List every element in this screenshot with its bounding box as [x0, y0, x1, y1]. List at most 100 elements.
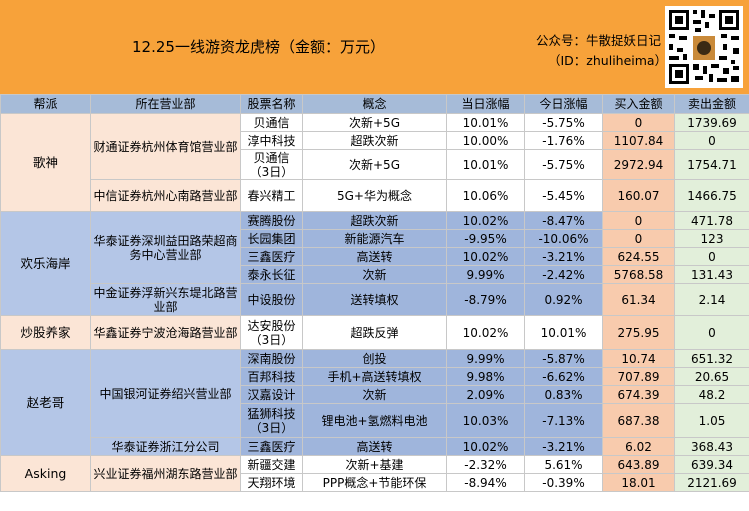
faction-cell: Asking — [0, 455, 91, 492]
day-change-cell: -9.95% — [446, 229, 525, 248]
table-header-row: 帮派 所在营业部 股票名称 概念 当日涨幅 今日涨幅 买入金额 卖出金额 — [0, 94, 749, 114]
sell-amount-cell: 1754.71 — [674, 149, 749, 180]
today-change-cell: -0.39% — [524, 473, 603, 492]
col-header-today-change: 今日涨幅 — [524, 94, 603, 114]
branch-cell: 中信证券杭州心南路营业部 — [90, 179, 241, 212]
header-banner: 12.25一线游资龙虎榜（金额：万元） 公众号：牛散捉妖日记 （ID：zhuli… — [0, 0, 749, 94]
table-row: 泰永长征 次新 9.99% -2.42% 5768.58 131.43 — [1, 265, 749, 284]
sell-amount-cell: 123 — [674, 229, 749, 248]
concept-cell: 超跌次新 — [302, 211, 447, 230]
concept-cell: 手机+高送转填权 — [302, 367, 447, 386]
day-change-cell: -8.94% — [446, 473, 525, 492]
table-row: 炒股养家 华鑫证券宁波沧海路营业部 达安股份 （3日） 超跌反弹 10.02% 10.01%… — [0, 315, 749, 350]
account-name: 公众号：牛散捉妖日记 — [536, 33, 662, 48]
stock-name-cell: 深南股份 — [240, 349, 303, 368]
sell-amount-cell: 471.78 — [674, 211, 749, 230]
concept-cell: 5G+华为概念 — [302, 179, 447, 212]
branch-cell: 财通证券杭州体育馆营业部 — [90, 113, 241, 180]
day-change-cell: 9.99% — [446, 265, 525, 284]
day-change-cell: 10.06% — [446, 179, 525, 212]
day-change-cell: 10.00% — [446, 131, 525, 150]
sell-amount-cell: 1.05 — [674, 403, 749, 438]
sell-amount-cell: 0 — [674, 131, 749, 150]
faction-cell: 欢乐海岸 — [0, 211, 91, 316]
today-change-cell: 0.83% — [524, 385, 603, 404]
col-header-sell: 卖出金额 — [674, 94, 749, 114]
sell-amount-cell: 20.65 — [674, 367, 749, 386]
stock-name-cell: 春兴精工 — [240, 179, 303, 212]
stock-name-cell: 贝通信 — [240, 113, 303, 132]
buy-amount-cell: 10.74 — [602, 349, 675, 368]
stock-name-cell: 淳中科技 — [240, 131, 303, 150]
stock-name-cell: 三鑫医疗 — [240, 437, 303, 456]
stock-name-cell: 长园集团 — [240, 229, 303, 248]
buy-amount-cell: 160.07 — [602, 179, 675, 212]
concept-cell: 次新 — [302, 265, 447, 284]
day-change-cell: 10.01% — [446, 113, 525, 132]
buy-amount-cell: 624.55 — [602, 247, 675, 266]
col-header-concept: 概念 — [302, 94, 447, 114]
buy-amount-cell: 687.38 — [602, 403, 675, 438]
table-row: 华泰证券浙江分公司 三鑫医疗 高送转 10.02% -3.21% 6.02 368.43 — [1, 437, 749, 456]
buy-amount-cell: 5768.58 — [602, 265, 675, 284]
buy-amount-cell: 643.89 — [602, 455, 675, 474]
qr-code-icon — [665, 6, 743, 88]
faction-cell: 赵老哥 — [0, 349, 91, 456]
day-change-cell: 10.01% — [446, 149, 525, 180]
buy-amount-cell: 61.34 — [602, 283, 675, 316]
concept-cell: 锂电池+氢燃料电池 — [302, 403, 447, 438]
today-change-cell: -7.13% — [524, 403, 603, 438]
buy-amount-cell: 674.39 — [602, 385, 675, 404]
table-row: 欢乐海岸 华泰证券深圳益田路荣超商务中心营业部 赛腾股份 超跌次新 10.02% -8.4… — [0, 211, 749, 316]
table-row: 中金证券浮新兴东堤北路营业部 中设股份 送转填权 -8.79% 0.92% 61.34 2.… — [1, 283, 749, 316]
today-change-cell: -10.06% — [524, 229, 603, 248]
branch-cell: 中金证券浮新兴东堤北路营业部 — [90, 283, 241, 316]
today-change-cell: 5.61% — [524, 455, 603, 474]
sell-amount-cell: 639.34 — [674, 455, 749, 474]
col-header-buy: 买入金额 — [602, 94, 675, 114]
concept-cell: 高送转 — [302, 437, 447, 456]
table-row: 长园集团 新能源汽车 -9.95% -10.06% 0 123 — [1, 229, 749, 248]
buy-amount-cell: 6.02 — [602, 437, 675, 456]
branch-cell: 华鑫证券宁波沧海路营业部 — [90, 315, 241, 350]
today-change-cell: -5.75% — [524, 149, 603, 180]
today-change-cell: -5.75% — [524, 113, 603, 132]
concept-cell: 次新+5G — [302, 113, 447, 132]
buy-amount-cell: 0 — [602, 211, 675, 230]
stock-name-cell: 新疆交建 — [240, 455, 303, 474]
stock-name-cell: 猛狮科技 （3日） — [240, 403, 303, 438]
buy-amount-cell: 275.95 — [602, 315, 675, 350]
stock-name-cell: 百邦科技 — [240, 367, 303, 386]
day-change-cell: 9.98% — [446, 367, 525, 386]
day-change-cell: -2.32% — [446, 455, 525, 474]
stock-name-cell: 汉嘉设计 — [240, 385, 303, 404]
table-row: Asking 兴业证券福州湖东路营业部 新疆交建 次新+基建 -2.32% 5.61% 64… — [0, 455, 749, 492]
page-title: 12.25一线游资龙虎榜（金额：万元） — [132, 38, 385, 56]
branch-cell: 兴业证券福州湖东路营业部 — [90, 455, 241, 492]
concept-cell: 高送转 — [302, 247, 447, 266]
account-id: （ID：zhuliheima） — [548, 53, 668, 68]
stock-name-cell: 天翔环境 — [240, 473, 303, 492]
sell-amount-cell: 651.32 — [674, 349, 749, 368]
table-row: 淳中科技 超跌次新 10.00% -1.76% 1107.84 0 — [1, 131, 749, 150]
today-change-cell: -6.62% — [524, 367, 603, 386]
sell-amount-cell: 2.14 — [674, 283, 749, 316]
stock-name-cell: 达安股份 （3日） — [240, 315, 303, 350]
today-change-cell: -3.21% — [524, 437, 603, 456]
branch-cell: 华泰证券浙江分公司 — [90, 437, 241, 456]
buy-amount-cell: 2972.94 — [602, 149, 675, 180]
stock-name-cell: 三鑫医疗 — [240, 247, 303, 266]
branch-cell: 华泰证券深圳益田路荣超商务中心营业部 — [90, 211, 241, 284]
table-row: 百邦科技 手机+高送转填权 9.98% -6.62% 707.89 20.65 — [1, 367, 749, 386]
concept-cell: 次新+基建 — [302, 455, 447, 474]
day-change-cell: 10.02% — [446, 315, 525, 350]
concept-cell: 超跌反弹 — [302, 315, 447, 350]
sell-amount-cell: 0 — [674, 315, 749, 350]
stock-name-cell: 泰永长征 — [240, 265, 303, 284]
dragon-tiger-table: 帮派 所在营业部 股票名称 概念 当日涨幅 今日涨幅 买入金额 卖出金额 歌神财… — [0, 94, 749, 492]
today-change-cell: -5.87% — [524, 349, 603, 368]
col-header-faction: 帮派 — [0, 94, 91, 114]
buy-amount-cell: 707.89 — [602, 367, 675, 386]
col-header-branch: 所在营业部 — [90, 94, 241, 114]
